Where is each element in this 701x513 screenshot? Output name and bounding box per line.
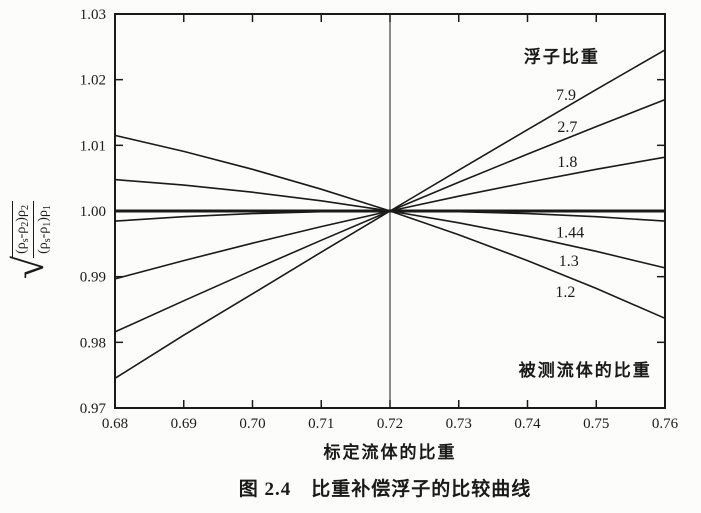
y-tick-label: 1.01: [80, 138, 106, 154]
x-tick-label: 0.75: [583, 416, 609, 432]
x-tick-label: 0.74: [514, 416, 541, 432]
formula-text: )ρ: [13, 210, 29, 222]
x-tick-label: 0.70: [239, 416, 265, 432]
formula-subscript: 2: [19, 205, 31, 211]
y-tick-label: 1.00: [80, 204, 106, 220]
formula-text: (ρ: [13, 242, 29, 254]
series-line-1.2: [114, 134, 666, 320]
formula-text: -ρ: [36, 226, 51, 239]
formula-subscript: s: [42, 238, 53, 243]
series-label-1.44: 1.44: [556, 225, 584, 242]
formula-text: )ρ: [36, 210, 51, 222]
x-tick-label: 0.71: [308, 416, 334, 432]
series-label-1.8: 1.8: [557, 154, 577, 171]
measured-fluid-annotation: 被测流体的比重: [519, 360, 652, 380]
formula-fraction: (ρs-ρ2)ρ2 (ρs-ρ1)ρ1: [11, 201, 55, 258]
formula-subscript: 1: [42, 221, 53, 227]
x-tick-label: 0.76: [652, 416, 679, 432]
y-tick-label: 1.02: [80, 73, 106, 89]
series-label-7.9: 7.9: [556, 87, 576, 104]
x-tick-label: 0.69: [171, 416, 197, 432]
y-tick-label: 1.03: [80, 7, 106, 23]
y-tick-label: 0.99: [80, 270, 106, 286]
formula-text: -ρ: [13, 226, 29, 239]
series-label-2.7: 2.7: [557, 119, 577, 136]
x-axis-label: 标定流体的比重: [323, 443, 457, 462]
x-tick-label: 0.73: [446, 416, 472, 432]
legend-title: 浮子比重: [524, 47, 600, 67]
y-tick-label: 0.98: [80, 335, 106, 351]
formula-numerator: (ρs-ρ2)ρ2: [12, 201, 34, 258]
formula-denominator: (ρs-ρ1)ρ1: [34, 201, 55, 258]
formula-subscript: 1: [42, 205, 53, 211]
figure-caption: 图 2.4 比重补偿浮子的比较曲线: [238, 479, 532, 500]
x-tick-label: 0.72: [377, 416, 403, 432]
y-axis-formula: √ (ρs-ρ2)ρ2 (ρs-ρ1)ρ1: [5, 147, 61, 333]
x-tick-label: 0.68: [102, 416, 128, 432]
series-label-1.2: 1.2: [555, 284, 575, 301]
formula-subscript: 2: [19, 221, 31, 227]
series-label-1.3: 1.3: [559, 253, 579, 270]
y-tick-label: 0.97: [80, 401, 107, 417]
formula-text: (ρ: [36, 242, 51, 254]
formula-subscript: s: [19, 238, 31, 243]
